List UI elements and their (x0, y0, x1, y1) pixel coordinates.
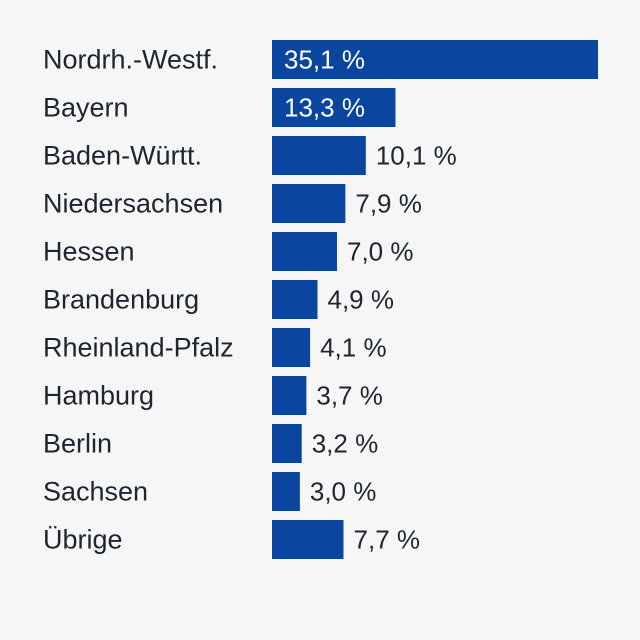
bar (272, 328, 311, 367)
value-label: 7,7 % (354, 525, 421, 555)
bar-row: Brandenburg 4,9 % (43, 280, 394, 319)
category-label: Hamburg (43, 381, 154, 411)
bar-row: Bayern 13,3 % (43, 88, 396, 127)
category-label: Nordrh.-Westf. (43, 45, 218, 75)
bar (272, 376, 307, 415)
bar-row: Sachsen 3,0 % (43, 472, 376, 511)
category-label: Niedersachsen (43, 189, 223, 219)
category-label: Brandenburg (43, 285, 199, 315)
value-label: 3,0 % (310, 477, 377, 507)
bar-row: Übrige 7,7 % (43, 520, 420, 559)
bar (272, 232, 337, 271)
value-label: 10,1 % (376, 141, 457, 171)
category-label: Baden-Württ. (43, 141, 202, 171)
chart-rows: Nordrh.-Westf. 35,1 % Bayern 13,3 % Baden-Wü… (43, 40, 598, 559)
bar (272, 520, 344, 559)
category-label: Sachsen (43, 477, 148, 507)
bar-row: Rheinland-Pfalz 4,1 % (43, 328, 387, 367)
category-label: Hessen (43, 237, 135, 267)
bar-row: Hamburg 3,7 % (43, 376, 383, 415)
value-label: 4,9 % (328, 285, 395, 315)
bar (272, 424, 302, 463)
bar-row: Niedersachsen 7,9 % (43, 184, 422, 223)
value-label: 13,3 % (284, 93, 365, 123)
value-label: 35,1 % (284, 45, 365, 75)
bar-row: Hessen 7,0 % (43, 232, 414, 271)
bar (272, 40, 598, 79)
category-label: Rheinland-Pfalz (43, 333, 234, 363)
category-label: Berlin (43, 429, 112, 459)
value-label: 3,2 % (312, 429, 379, 459)
value-label: 4,1 % (320, 333, 387, 363)
value-label: 7,0 % (347, 237, 414, 267)
bar-row: Baden-Württ. 10,1 % (43, 136, 457, 175)
bar (272, 280, 318, 319)
bar (272, 472, 300, 511)
bar (272, 184, 346, 223)
bar (272, 88, 396, 127)
value-label: 7,9 % (355, 189, 422, 219)
category-label: Übrige (43, 525, 123, 555)
bar-row: Nordrh.-Westf. 35,1 % (43, 40, 598, 79)
bar (272, 136, 366, 175)
value-label: 3,7 % (316, 381, 383, 411)
bar-row: Berlin 3,2 % (43, 424, 378, 463)
category-label: Bayern (43, 93, 129, 123)
